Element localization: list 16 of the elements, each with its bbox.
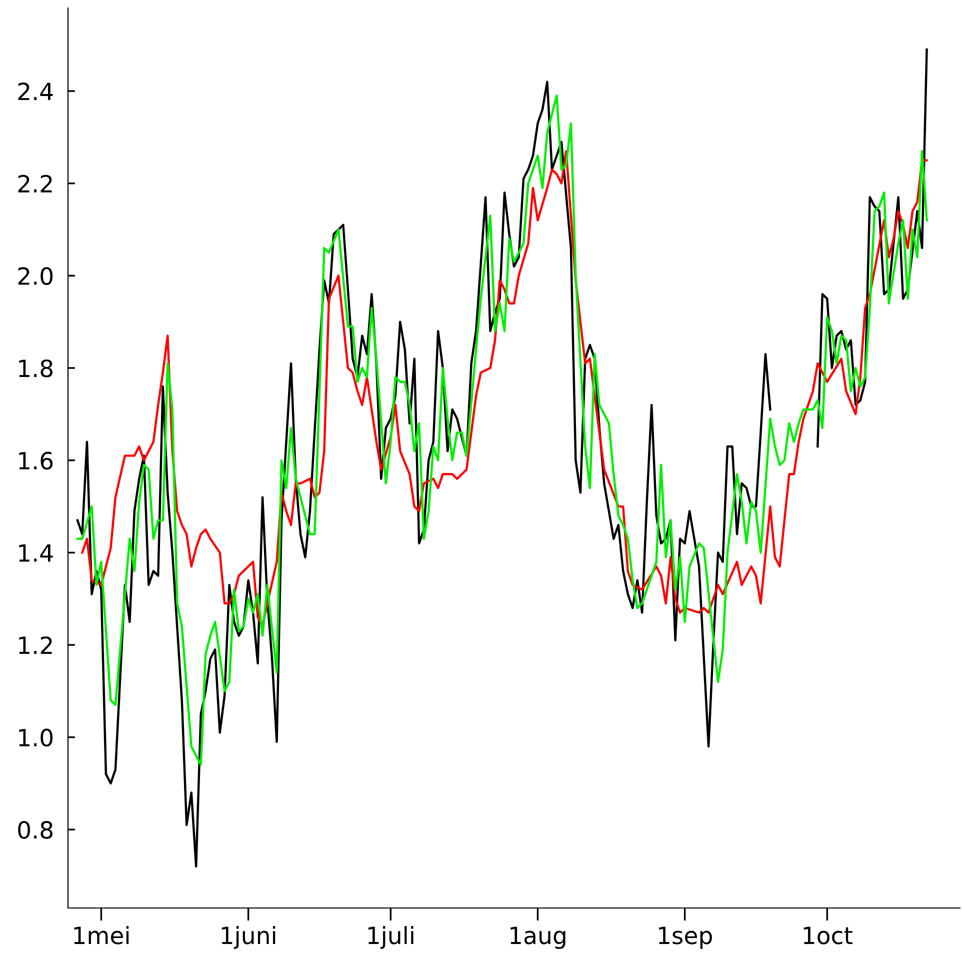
y-tick-label: 1.0 bbox=[19, 728, 53, 747]
y-tick-label: 1.4 bbox=[19, 544, 53, 562]
y-tick-label: 1.6 bbox=[19, 452, 53, 470]
y-tick-label: 0.8 bbox=[18, 820, 52, 839]
x-tick-label: 1juni bbox=[222, 926, 276, 949]
y-tick-label: 2.4 bbox=[18, 82, 53, 100]
y-tick-label: 1.2 bbox=[19, 636, 52, 654]
x-tick-label: 1mei bbox=[74, 926, 129, 944]
x-tick-label: 1aug bbox=[510, 926, 566, 949]
x-tick-label: 1sep bbox=[658, 926, 712, 949]
line-series bbox=[76, 94, 928, 766]
y-tick-label: 2.0 bbox=[18, 267, 53, 285]
y-tick-label: 2.2 bbox=[18, 174, 52, 192]
x-tick-label: 1oct bbox=[804, 926, 852, 944]
x-tick-label: 1juli bbox=[368, 926, 414, 949]
y-tick-label: 1.8 bbox=[19, 359, 52, 378]
